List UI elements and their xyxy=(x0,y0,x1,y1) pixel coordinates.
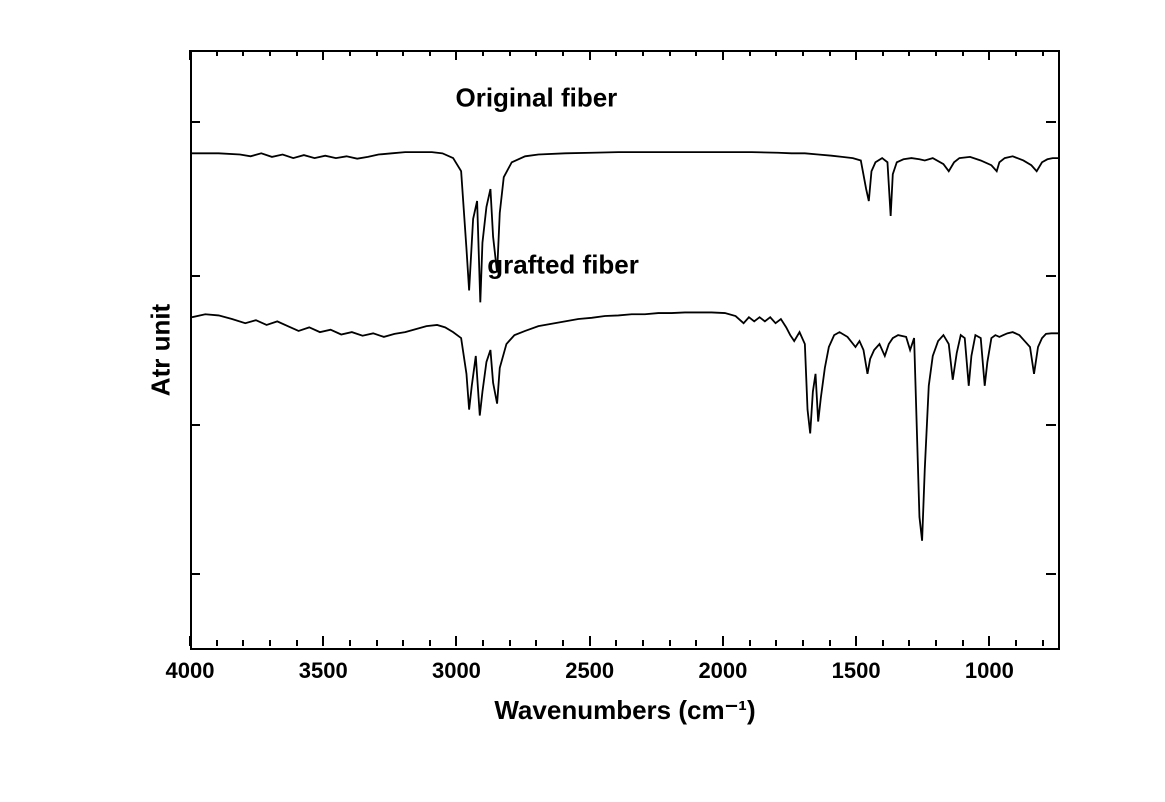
minor-tick xyxy=(296,640,298,646)
major-tick xyxy=(988,50,990,60)
minor-tick xyxy=(908,50,910,56)
major-tick xyxy=(855,636,857,646)
minor-tick xyxy=(402,50,404,56)
y-tick xyxy=(190,121,200,123)
minor-tick xyxy=(775,50,777,56)
minor-tick xyxy=(376,640,378,646)
x-axis-label: Wavenumbers (cm⁻¹) xyxy=(190,695,1060,726)
x-tick-label: 2000 xyxy=(698,658,747,684)
minor-tick xyxy=(669,640,671,646)
minor-tick xyxy=(962,640,964,646)
minor-tick xyxy=(695,50,697,56)
major-tick xyxy=(722,50,724,60)
x-tick-label: 4000 xyxy=(166,658,215,684)
plot-area xyxy=(190,50,1060,650)
major-tick xyxy=(455,636,457,646)
major-tick xyxy=(189,50,191,60)
minor-tick xyxy=(1042,640,1044,646)
minor-tick xyxy=(562,50,564,56)
minor-tick xyxy=(269,640,271,646)
minor-tick xyxy=(935,640,937,646)
minor-tick xyxy=(216,50,218,56)
minor-tick xyxy=(1042,50,1044,56)
minor-tick xyxy=(349,50,351,56)
minor-tick xyxy=(269,50,271,56)
minor-tick xyxy=(775,640,777,646)
y-tick xyxy=(1046,573,1056,575)
y-axis-label: Atr unit xyxy=(146,304,177,396)
minor-tick xyxy=(642,50,644,56)
minor-tick xyxy=(882,640,884,646)
minor-tick xyxy=(749,640,751,646)
major-tick xyxy=(189,636,191,646)
minor-tick xyxy=(615,50,617,56)
minor-tick xyxy=(1015,50,1017,56)
y-tick xyxy=(1046,424,1056,426)
series-line-1 xyxy=(192,312,1058,540)
y-tick xyxy=(190,573,200,575)
minor-tick xyxy=(935,50,937,56)
major-tick xyxy=(322,50,324,60)
major-tick xyxy=(322,636,324,646)
minor-tick xyxy=(482,50,484,56)
minor-tick xyxy=(242,50,244,56)
major-tick xyxy=(722,636,724,646)
chart-container: Atr unit 4000 3500 3000 2500 2000 1500 1000 Or… xyxy=(100,30,1100,730)
minor-tick xyxy=(509,640,511,646)
minor-tick xyxy=(509,50,511,56)
minor-tick xyxy=(908,640,910,646)
x-tick-label: 3500 xyxy=(299,658,348,684)
minor-tick xyxy=(695,640,697,646)
minor-tick xyxy=(562,640,564,646)
x-tick-label: 2500 xyxy=(565,658,614,684)
minor-tick xyxy=(802,640,804,646)
y-tick xyxy=(190,275,200,277)
minor-tick xyxy=(882,50,884,56)
major-tick xyxy=(589,50,591,60)
minor-tick xyxy=(535,640,537,646)
series-label-0: Original fiber xyxy=(455,82,617,113)
minor-tick xyxy=(829,640,831,646)
spectrum-svg xyxy=(192,52,1058,648)
series-label-1: grafted fiber xyxy=(487,249,639,280)
minor-tick xyxy=(242,640,244,646)
minor-tick xyxy=(749,50,751,56)
x-tick-label: 1500 xyxy=(832,658,881,684)
minor-tick xyxy=(216,640,218,646)
minor-tick xyxy=(429,50,431,56)
minor-tick xyxy=(429,640,431,646)
minor-tick xyxy=(829,50,831,56)
major-tick xyxy=(988,636,990,646)
minor-tick xyxy=(802,50,804,56)
y-tick xyxy=(1046,121,1056,123)
major-tick xyxy=(855,50,857,60)
minor-tick xyxy=(482,640,484,646)
minor-tick xyxy=(962,50,964,56)
minor-tick xyxy=(349,640,351,646)
minor-tick xyxy=(535,50,537,56)
x-tick-label: 1000 xyxy=(965,658,1014,684)
minor-tick xyxy=(1015,640,1017,646)
major-tick xyxy=(589,636,591,646)
y-tick xyxy=(190,424,200,426)
y-tick xyxy=(1046,275,1056,277)
x-tick-label: 3000 xyxy=(432,658,481,684)
minor-tick xyxy=(296,50,298,56)
minor-tick xyxy=(615,640,617,646)
major-tick xyxy=(455,50,457,60)
minor-tick xyxy=(402,640,404,646)
minor-tick xyxy=(669,50,671,56)
minor-tick xyxy=(642,640,644,646)
minor-tick xyxy=(376,50,378,56)
